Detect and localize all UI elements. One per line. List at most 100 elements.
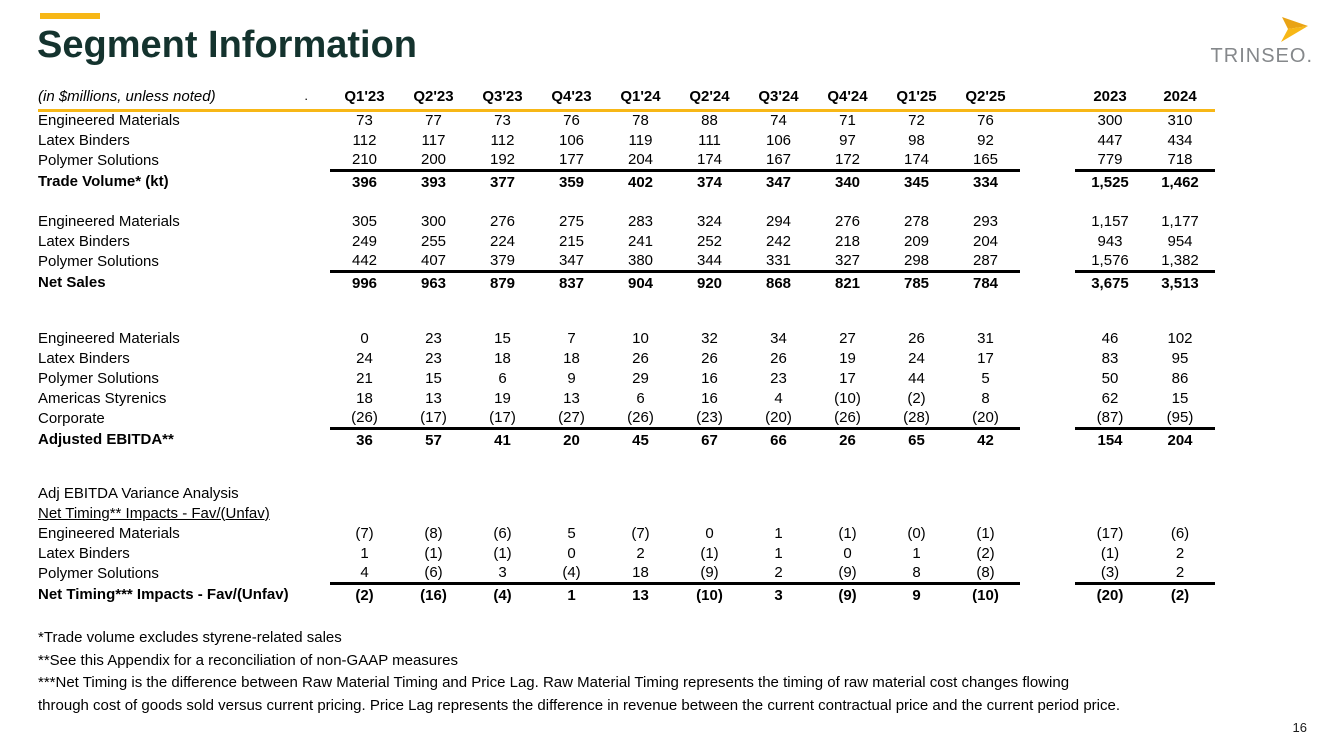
gap-cell: [1020, 150, 1075, 170]
value-cell: [675, 503, 744, 523]
row-label: Adjusted EBITDA**: [38, 431, 174, 448]
gap-cell: [1020, 563, 1075, 583]
value-cell: 24: [356, 349, 373, 367]
year-value-cell: 447: [1097, 131, 1123, 149]
value-cell: 9: [882, 581, 951, 606]
value-cell: 407: [420, 251, 447, 269]
year-value-cell: 954: [1167, 232, 1193, 250]
gap-cell: [1020, 170, 1075, 193]
value-cell: 0: [360, 329, 369, 347]
gap-cell: [1020, 388, 1075, 408]
year-value-cell: 204: [1145, 426, 1215, 451]
table-row: Engineered Materials 305 300 276 275 283 324 29…: [38, 211, 1215, 231]
year-value-cell: 1,382: [1161, 251, 1199, 269]
value-cell: (17): [489, 408, 516, 426]
value-cell: 249: [351, 232, 378, 250]
value-cell: (6): [493, 524, 512, 542]
value-cell: 73: [494, 112, 511, 130]
year-value-cell: [1075, 503, 1145, 523]
table-row: Polymer Solutions 210 200 192 177 204 174 167 17…: [38, 150, 1215, 170]
year-value-cell: (1): [1100, 544, 1120, 562]
value-cell: [951, 483, 1020, 503]
value-cell: 324: [696, 212, 723, 230]
table-row: Net Sales 996 963 879 837 904 920 868 821 785 784 3…: [38, 269, 1215, 294]
spacer-cell: [38, 294, 1215, 328]
trinseo-logo-text: TRINSEO.: [1210, 45, 1313, 67]
year-value-cell: 3,513: [1145, 269, 1215, 294]
value-cell: 996: [330, 269, 399, 294]
value-cell: 26: [632, 349, 649, 367]
table-body: Engineered Materials 73 77 73 76 78 88 74 71 72 76…: [38, 110, 1215, 606]
value-cell: 177: [558, 150, 585, 168]
value-cell: (26): [627, 408, 654, 426]
value-cell: 209: [903, 232, 930, 250]
row-label: Americas Styrenics: [38, 389, 167, 407]
table-row: Trade Volume* (kt) 396 393 377 359 402 374 347 3…: [38, 168, 1215, 193]
value-cell: 18: [494, 349, 511, 367]
value-cell: (9): [813, 581, 882, 606]
value-cell: 300: [420, 212, 447, 230]
segment-table: (in $millions, unless noted). Q1'23 Q2'23 Q…: [38, 84, 1215, 606]
spacer-row: [38, 193, 1215, 211]
value-cell: [951, 503, 1020, 523]
value-cell: 13: [563, 389, 580, 407]
table-row: Corporate (26) (17) (17) (27) (26) (23) (20) (26…: [38, 408, 1215, 428]
value-cell: 29: [632, 369, 649, 387]
year-value-cell: 1,157: [1091, 212, 1129, 230]
year-value-cell: 2: [1175, 563, 1185, 581]
value-cell: 305: [351, 212, 378, 230]
gap-cell: [1020, 110, 1075, 130]
year-value-cell: 310: [1167, 112, 1193, 130]
value-cell: 97: [839, 131, 856, 149]
year-value-cell: [1145, 483, 1215, 503]
value-cell: (20): [972, 408, 999, 426]
value-cell: 106: [558, 131, 585, 149]
table-row: Americas Styrenics 18 13 19 13 6 16 4 (10) (2) 8 62…: [38, 388, 1215, 408]
footnote-trade-volume: *Trade volume excludes styrene-related s…: [38, 629, 342, 646]
value-cell: (8): [976, 563, 995, 581]
value-cell: 837: [537, 269, 606, 294]
value-cell: 294: [765, 212, 792, 230]
row-label: Polymer Solutions: [38, 151, 159, 169]
value-cell: 345: [882, 168, 951, 193]
year-value-cell: (87): [1096, 408, 1124, 426]
value-cell: 172: [834, 150, 861, 168]
value-cell: 204: [972, 232, 999, 250]
value-cell: 18: [356, 389, 373, 407]
row-label: Adj EBITDA Variance Analysis: [38, 484, 239, 502]
gap-cell: [1020, 231, 1075, 251]
value-cell: (10): [834, 389, 861, 407]
value-cell: 23: [425, 349, 442, 367]
spacer-cell: [38, 451, 1215, 483]
value-cell: 287: [972, 251, 999, 269]
gap-cell: [1020, 368, 1075, 388]
value-cell: 3: [498, 563, 507, 581]
value-cell: 71: [839, 112, 856, 130]
table-row: Latex Binders 112 117 112 106 119 111 106 97 98 92…: [38, 130, 1215, 150]
value-cell: 19: [494, 389, 511, 407]
page-title: Segment Information: [37, 24, 418, 66]
value-cell: 380: [627, 251, 654, 269]
value-cell: (2): [907, 389, 926, 407]
value-cell: 17: [839, 369, 856, 387]
value-cell: (10): [951, 581, 1020, 606]
value-cell: 78: [632, 112, 649, 130]
value-cell: 275: [558, 212, 585, 230]
value-cell: 340: [813, 168, 882, 193]
value-cell: 334: [951, 168, 1020, 193]
row-label: Engineered Materials: [38, 112, 180, 130]
year-column-header: 2023: [1075, 84, 1145, 112]
header-dot: .: [304, 87, 308, 103]
table-row: Adj EBITDA Variance Analysis: [38, 483, 1215, 503]
value-cell: 241: [627, 232, 654, 250]
table-header: (in $millions, unless noted). Q1'23 Q2'23 Q…: [38, 84, 1215, 112]
title-accent-dash: [40, 13, 100, 19]
value-cell: [468, 503, 537, 523]
value-cell: [744, 503, 813, 523]
row-label: Engineered Materials: [38, 524, 180, 542]
table-row: Polymer Solutions 21 15 6 9 29 16 23 17 44 5 50 86: [38, 368, 1215, 388]
footnote-appendix: **See this Appendix for a reconciliation…: [38, 651, 458, 669]
value-cell: 4: [774, 389, 783, 407]
value-cell: 73: [356, 112, 373, 130]
